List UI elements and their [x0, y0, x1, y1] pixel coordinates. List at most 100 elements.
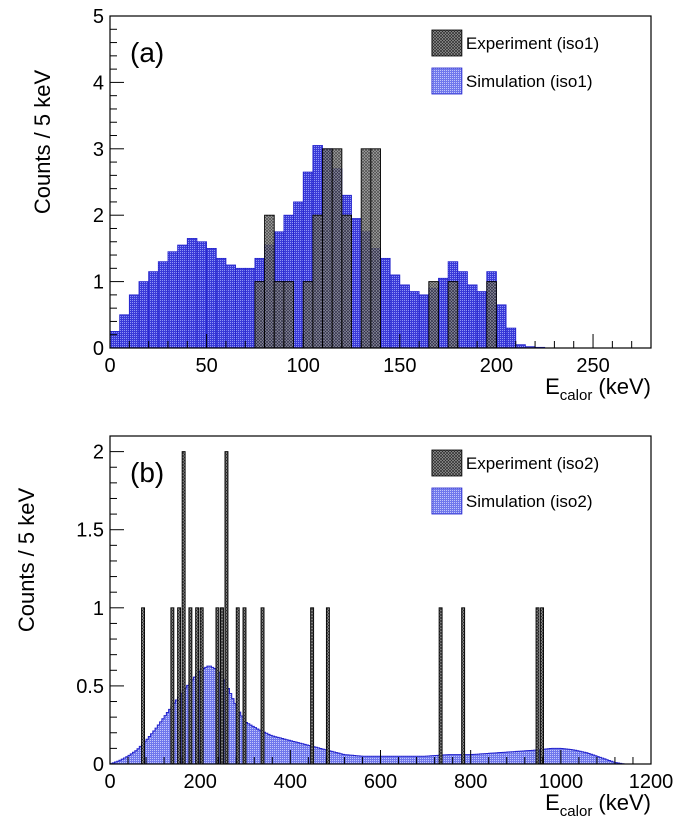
experiment-bar	[188, 607, 193, 765]
simulation-bar	[476, 291, 488, 349]
experiment-bar	[242, 607, 247, 765]
simulation-bar	[293, 201, 304, 349]
legend-label-simulation-b: Simulation (iso2)	[466, 492, 593, 511]
simulation-bar	[177, 244, 188, 349]
experiment-bar	[302, 281, 314, 349]
experiment-bar	[447, 281, 459, 349]
simulation-bar	[206, 247, 217, 349]
experiment-bar	[260, 607, 265, 765]
experiment-bar	[360, 148, 372, 349]
experiment-bar	[461, 607, 466, 765]
experiment-bar	[331, 148, 343, 349]
legend-label-experiment-a: Experiment (iso1)	[466, 34, 599, 53]
legend-swatch-experiment-a	[431, 29, 463, 57]
experiment-bar	[428, 281, 439, 349]
x-tick-label: 800	[454, 771, 487, 793]
experiment-bar	[283, 281, 295, 349]
simulation-bar	[109, 330, 121, 349]
experiment-bar	[199, 607, 204, 765]
y-tick-label: 0	[93, 338, 104, 360]
simulation-bar	[148, 271, 159, 349]
experiment-bar	[195, 607, 200, 765]
experiment-bar	[141, 607, 146, 765]
experiment-bar	[438, 607, 443, 765]
axes-a: 0 50 100 150 200 250 0 1 2 3 4 5	[93, 6, 652, 377]
x-axis-label-a: Ecalor (keV)	[545, 374, 651, 404]
y-axis-label-a: Counts / 5 keV	[30, 70, 55, 215]
simulation-bar	[167, 251, 179, 349]
simulation-bar	[496, 304, 507, 349]
x-tick-label: 250	[576, 355, 609, 377]
simulation-bar	[505, 327, 517, 349]
x-tick-label: 0	[104, 355, 115, 377]
simulation-bar	[157, 261, 169, 349]
y-tick-label: 2	[93, 442, 104, 464]
y-tick-label: 1	[93, 598, 104, 620]
panel-label-b: (b)	[130, 457, 164, 488]
experiment-histogram-a	[254, 148, 497, 349]
y-tick-label: 3	[93, 139, 104, 161]
legend-a: Experiment (iso1) Simulation (iso1)	[431, 29, 599, 95]
experiment-bar	[312, 214, 323, 349]
experiment-bar	[273, 281, 285, 349]
x-tick-label: 0	[104, 771, 115, 793]
x-tick-label: 200	[480, 355, 513, 377]
experiment-bar	[370, 148, 381, 349]
simulation-bar	[235, 267, 246, 349]
simulation-bar	[186, 238, 198, 349]
experiment-bar	[341, 214, 352, 349]
experiment-bar	[170, 607, 175, 765]
panel-label-a: (a)	[130, 37, 164, 68]
x-tick-label: 200	[183, 771, 216, 793]
legend-b: Experiment (iso2) Simulation (iso2)	[431, 449, 599, 515]
experiment-bar	[264, 214, 275, 349]
simulation-bar	[418, 294, 430, 349]
simulation-bar	[389, 274, 401, 349]
simulation-bar	[196, 241, 208, 349]
experiment-bar	[177, 607, 182, 765]
simulation-bar	[380, 257, 391, 349]
simulation-bar	[399, 284, 410, 349]
experiment-bar	[322, 148, 333, 349]
simulation-bar	[351, 218, 362, 349]
simulation-bar	[119, 314, 130, 349]
legend-swatch-simulation-a	[431, 67, 463, 95]
legend-swatch-simulation-b	[431, 487, 463, 515]
simulation-bar	[128, 294, 140, 349]
experiment-bar	[215, 607, 220, 765]
x-tick-label: 1000	[539, 771, 584, 793]
simulation-bar	[409, 291, 420, 349]
legend-swatch-experiment-b	[431, 449, 463, 477]
experiment-bar	[224, 451, 229, 765]
simulation-bar	[215, 257, 227, 349]
y-axis-label-b: Counts / 5 keV	[14, 488, 39, 633]
x-axis-label-b: Ecalor (keV)	[545, 790, 651, 820]
x-tick-label: 600	[364, 771, 397, 793]
legend-label-experiment-b: Experiment (iso2)	[466, 454, 599, 473]
y-tick-label: 5	[93, 6, 104, 28]
y-tick-label: 0	[93, 754, 104, 776]
experiment-histogram-b	[141, 451, 544, 765]
x-tick-label: 400	[274, 771, 307, 793]
y-tick-label: 2	[93, 205, 104, 227]
experiment-bar	[181, 451, 186, 765]
simulation-bar	[244, 267, 256, 349]
x-tick-label: 50	[195, 355, 217, 377]
simulation-bar	[225, 264, 236, 349]
simulation-bar	[438, 277, 449, 349]
simulation-bar	[457, 271, 468, 349]
experiment-bar	[254, 281, 266, 349]
axes-b: 0 200 400 600 800 1000 1200 0 0.5 1 1.5 2	[76, 435, 674, 793]
y-tick-label: 1.5	[76, 520, 104, 542]
y-tick-label: 1	[93, 272, 104, 294]
x-tick-label: 1200	[629, 771, 674, 793]
x-tick-label: 100	[287, 355, 320, 377]
experiment-bar	[310, 607, 315, 765]
experiment-bar	[540, 607, 544, 765]
panel-a: 0 50 100 150 200 250 0 1 2 3 4 5 (a) Counts / 5 keV…	[30, 6, 652, 404]
y-tick-label: 4	[93, 72, 104, 94]
experiment-bar	[235, 607, 240, 765]
legend-label-simulation-a: Simulation (iso1)	[466, 72, 593, 91]
experiment-bar	[535, 607, 540, 765]
